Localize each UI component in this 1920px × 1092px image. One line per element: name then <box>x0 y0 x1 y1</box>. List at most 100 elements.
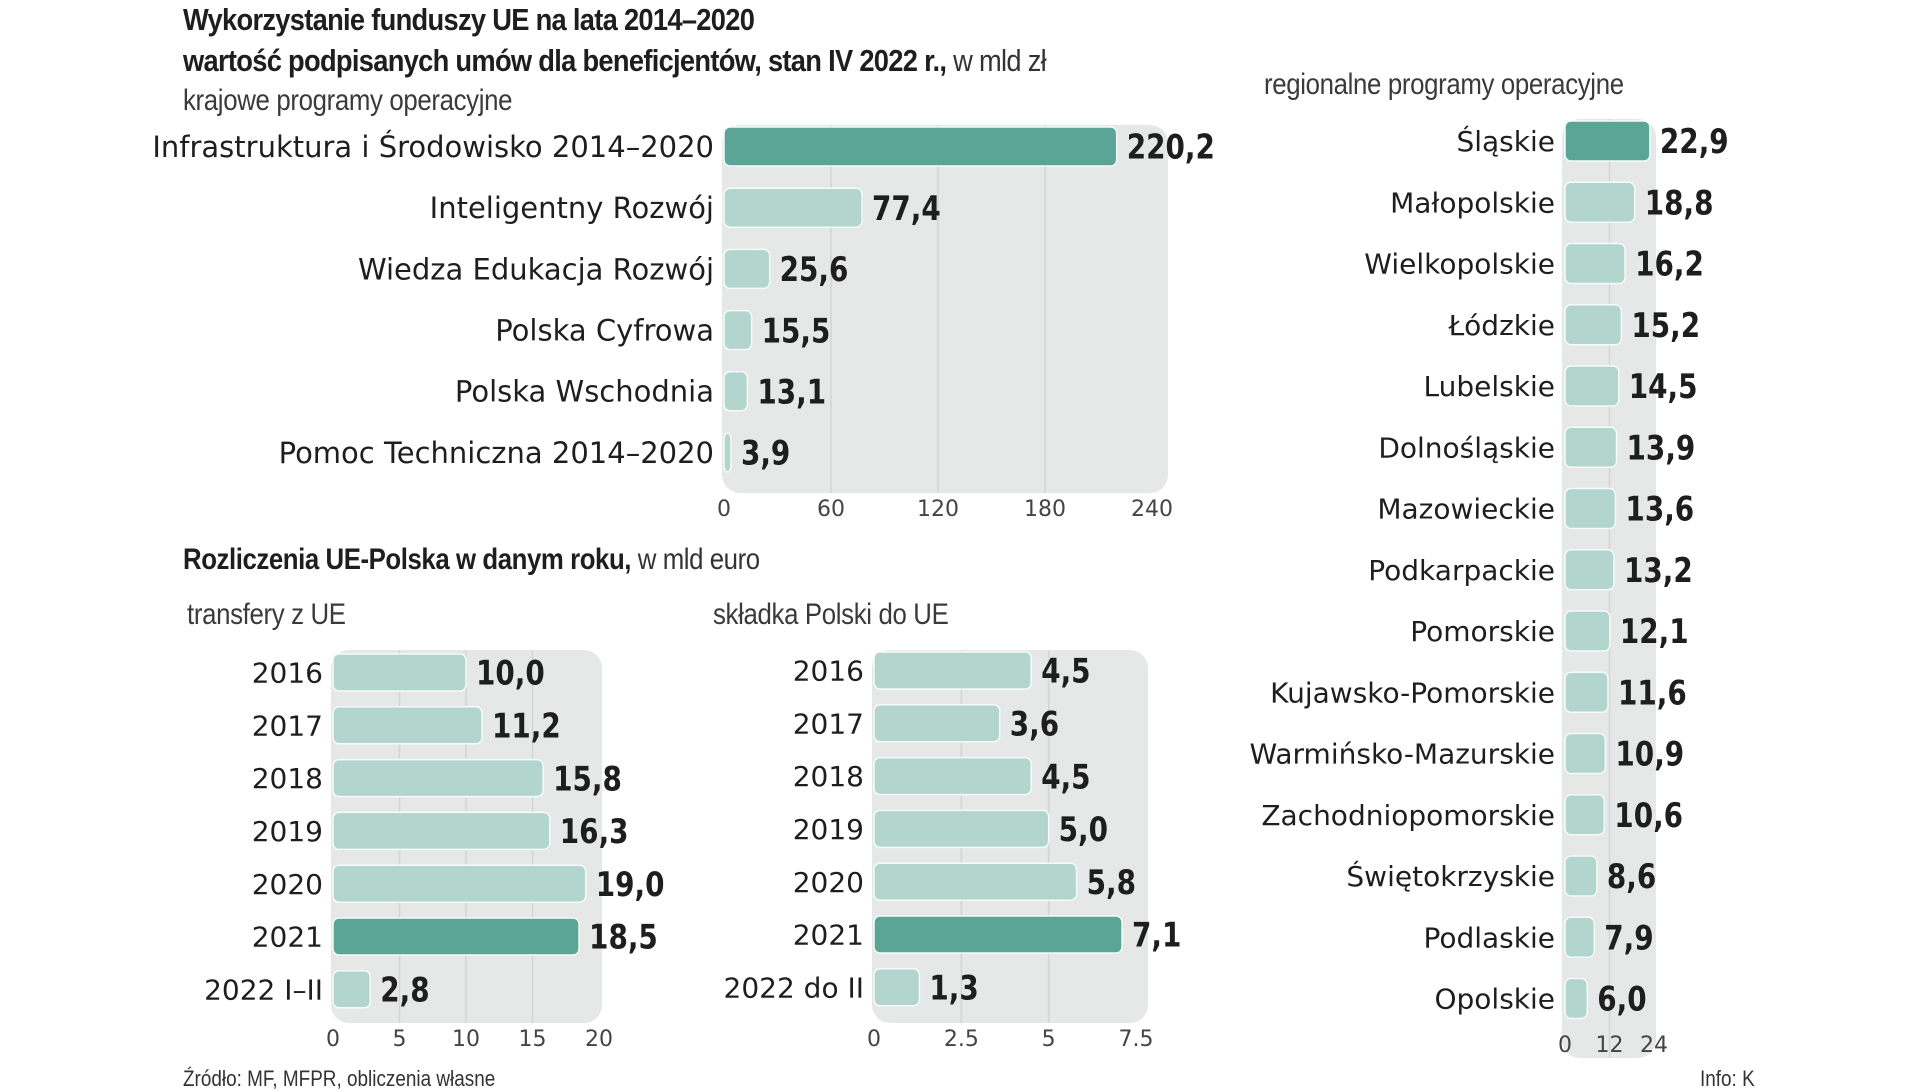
regional-category-label: Świętokrzyskie <box>1346 859 1555 893</box>
regional-value-label: 15,2 <box>1631 306 1700 345</box>
national-bar <box>723 309 753 351</box>
contribution-value-label: 1,3 <box>929 969 978 1008</box>
contribution-chart-title: składka Polski do UE <box>713 598 949 631</box>
national-category-label: Polska Cyfrowa <box>495 314 714 348</box>
regional-bar <box>1564 365 1620 407</box>
regional-category-label: Lubelskie <box>1424 370 1555 403</box>
transfers-value-label: 2,8 <box>380 971 429 1010</box>
regional-category-label: Łódzkie <box>1447 309 1555 342</box>
regional-bar <box>1564 304 1623 346</box>
regional-value-label: 22,9 <box>1660 123 1729 162</box>
national-tick-label: 0 <box>717 497 731 522</box>
transfers-category-label: 2018 <box>252 762 323 795</box>
transfers-chart-title: transfery z UE <box>187 598 346 631</box>
regional-chart: 0 12 24 Śląskie 22,9 Małopolskie 18,8 Wielkopol… <box>1249 119 1729 1058</box>
transfers-bar <box>332 917 580 956</box>
regional-bar <box>1564 671 1609 713</box>
regional-value-label: 13,9 <box>1627 429 1696 468</box>
national-value-label: 3,9 <box>741 434 790 473</box>
regional-category-label: Śląskie <box>1456 124 1555 158</box>
national-value-label: 15,5 <box>762 312 831 351</box>
national-chart: 0 60 120 180 240 Infrastruktura i Środowisko … <box>152 125 1215 522</box>
transfers-category-label: 2020 <box>252 868 323 901</box>
transfers-category-label: 2019 <box>252 815 323 848</box>
regional-category-label: Kujawsko-Pomorskie <box>1270 676 1555 709</box>
national-bar <box>723 248 771 290</box>
national-tick-label: 240 <box>1131 497 1173 522</box>
regional-category-label: Małopolskie <box>1390 186 1555 219</box>
regional-tick-label: 24 <box>1640 1033 1668 1058</box>
national-tick-label: 120 <box>917 497 959 522</box>
regional-value-label: 7,9 <box>1604 919 1653 958</box>
transfers-category-label: 2022 I–II <box>204 973 323 1006</box>
national-category-label: Infrastruktura i Środowisko 2014–2020 <box>152 130 714 164</box>
regional-value-label: 13,2 <box>1624 551 1693 590</box>
contribution-tick-label: 5 <box>1042 1027 1056 1052</box>
contribution-chart: 0 2.5 5 7.5 2016 4,5 2017 3,6 2018 4,5 2019 5,0 2020… <box>724 650 1181 1052</box>
contribution-tick-label: 2.5 <box>944 1027 979 1052</box>
transfers-chart: 0 5 10 15 20 2016 10,0 2017 11,2 2018 15,8 2019 16,3… <box>204 650 664 1052</box>
national-value-label: 77,4 <box>872 189 941 228</box>
main-subtitle-unit: w mld zł <box>946 43 1047 78</box>
contribution-value-label: 4,5 <box>1041 758 1090 797</box>
national-bar <box>723 187 863 228</box>
national-tick-label: 180 <box>1024 497 1066 522</box>
contribution-bar <box>873 704 1001 743</box>
regional-bar <box>1564 120 1651 162</box>
main-title: Wykorzystanie funduszy UE na lata 2014–2… <box>183 2 755 37</box>
regional-category-label: Mazowieckie <box>1377 493 1555 526</box>
national-value-label: 220,2 <box>1127 128 1215 167</box>
regional-bar <box>1564 242 1626 285</box>
regional-category-label: Opolskie <box>1434 983 1555 1016</box>
national-bar <box>723 126 1118 167</box>
contribution-category-label: 2022 do II <box>724 971 864 1004</box>
transfers-bar <box>332 970 371 1009</box>
regional-value-label: 16,2 <box>1635 245 1704 284</box>
regional-value-label: 10,6 <box>1614 796 1683 835</box>
transfers-tick-label: 15 <box>519 1027 547 1052</box>
transfers-value-label: 16,3 <box>560 813 629 852</box>
transfers-bar <box>332 653 467 692</box>
national-chart-title: krajowe programy operacyjne <box>183 84 513 117</box>
transfers-bar <box>332 706 483 745</box>
contribution-value-label: 5,0 <box>1059 811 1108 850</box>
regional-category-label: Dolnośląskie <box>1378 431 1555 464</box>
contribution-value-label: 3,6 <box>1010 705 1059 744</box>
contribution-tick-label: 7.5 <box>1119 1027 1154 1052</box>
contribution-value-label: 7,1 <box>1132 916 1181 955</box>
transfers-value-label: 10,0 <box>476 654 545 693</box>
national-category-label: Polska Wschodnia <box>455 375 714 409</box>
contribution-category-label: 2018 <box>793 760 864 793</box>
contribution-category-label: 2021 <box>793 919 864 952</box>
regional-bar <box>1564 426 1618 468</box>
transfers-value-label: 15,8 <box>553 760 622 799</box>
national-category-label: Pomoc Techniczna 2014–2020 <box>279 436 714 470</box>
regional-category-label: Wielkopolskie <box>1364 248 1555 281</box>
regional-category-label: Podkarpackie <box>1368 554 1555 587</box>
contribution-tick-label: 0 <box>867 1027 881 1052</box>
regional-value-label: 8,6 <box>1607 858 1656 897</box>
national-tick-label: 60 <box>817 497 845 522</box>
regional-value-label: 18,8 <box>1645 184 1714 223</box>
national-value-label: 25,6 <box>780 251 849 290</box>
regional-bar <box>1564 610 1611 652</box>
regional-bar <box>1564 977 1588 1020</box>
transfers-category-label: 2017 <box>252 709 323 742</box>
transfers-bar <box>332 758 544 798</box>
regional-bar <box>1564 487 1617 530</box>
national-category-label: Inteligentny Rozwój <box>430 191 714 225</box>
contribution-category-label: 2017 <box>793 707 864 740</box>
transfers-tick-label: 5 <box>393 1027 407 1052</box>
national-bar <box>723 371 749 412</box>
contribution-category-label: 2019 <box>793 813 864 846</box>
transfers-category-label: 2021 <box>252 921 323 954</box>
contribution-bar <box>873 915 1123 954</box>
regional-value-label: 14,5 <box>1629 368 1698 407</box>
regional-category-label: Warmińsko-Mazurskie <box>1249 738 1555 771</box>
regional-value-label: 10,9 <box>1615 735 1684 774</box>
regional-value-label: 11,6 <box>1618 674 1687 713</box>
transfers-bar <box>332 864 587 903</box>
regional-chart-title: regionalne programy operacyjne <box>1264 68 1624 101</box>
transfers-value-label: 19,0 <box>596 865 665 904</box>
